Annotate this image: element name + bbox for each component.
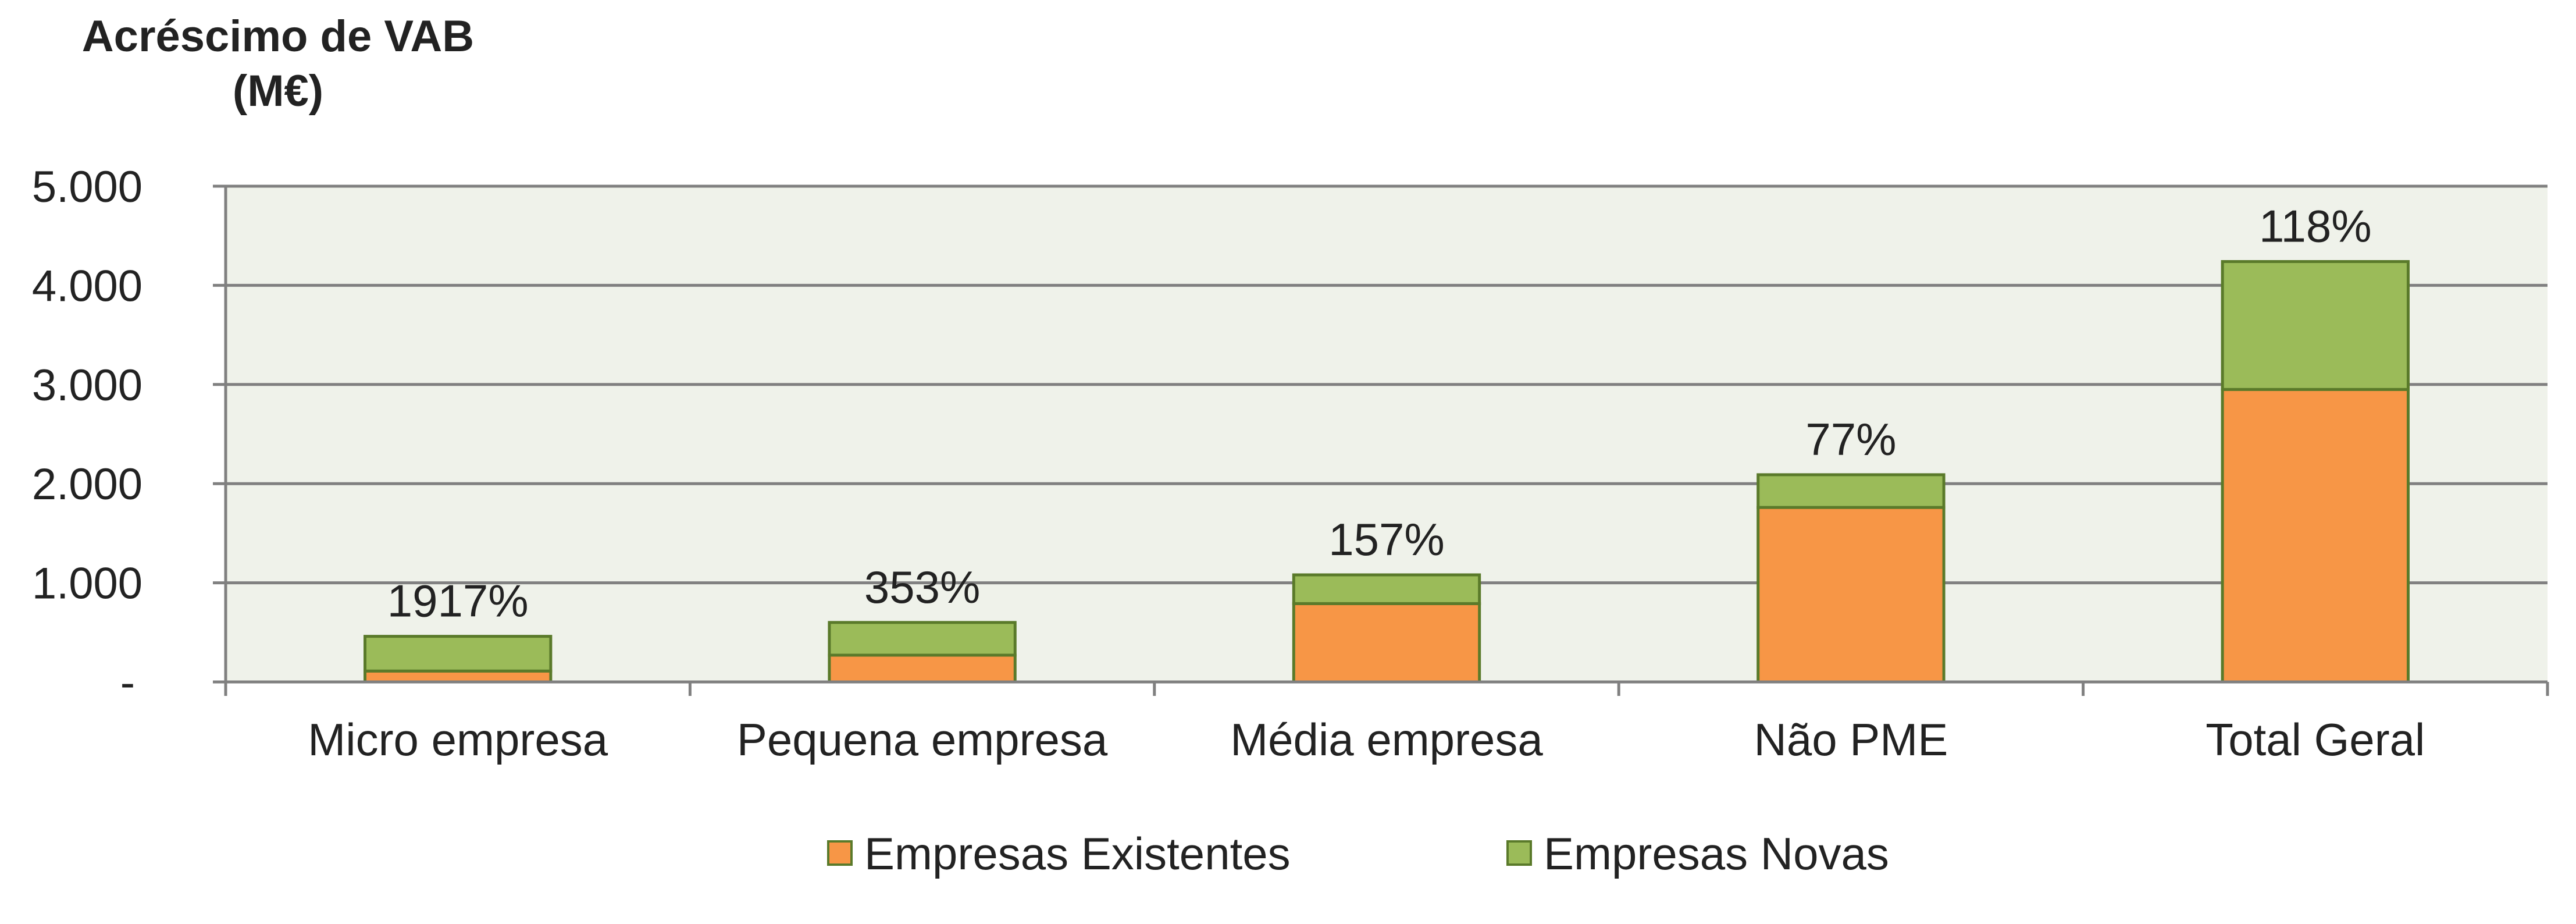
bar-segment-existentes xyxy=(364,669,553,684)
y-axis-title-line2: (M€) xyxy=(233,66,323,116)
bar-total-label: 1917% xyxy=(387,575,529,627)
y-tick-label: 4.000 xyxy=(32,261,142,311)
bar-segment-novas xyxy=(828,621,1017,657)
x-category-label: Micro empresa xyxy=(308,714,608,765)
bar-segment-existentes xyxy=(1292,602,1481,684)
x-category-label: Pequena empresa xyxy=(737,714,1108,765)
bars xyxy=(364,260,2410,684)
y-tick-label: 2.000 xyxy=(32,460,142,509)
bar-segment-novas xyxy=(364,635,553,673)
bar-total-label: 353% xyxy=(864,561,981,613)
legend-swatch xyxy=(827,840,853,866)
bar-segment-existentes xyxy=(1756,506,1946,684)
bar-total-label: 157% xyxy=(1328,514,1445,565)
y-tick-label: - xyxy=(120,658,135,708)
bar-segment-novas xyxy=(2221,260,2410,391)
x-category-label: Média empresa xyxy=(1230,714,1543,765)
bar-segment-novas xyxy=(1292,573,1481,605)
bar-total-label: 118% xyxy=(2259,201,2372,252)
legend: Empresas Existentes Empresas Novas xyxy=(827,828,1889,879)
bar-labels: 1917% 353% 157% 77% 118% xyxy=(387,201,2372,627)
x-category-label: Total Geral xyxy=(2206,714,2425,765)
y-tick-label: 3.000 xyxy=(32,361,142,410)
bar-segment-novas xyxy=(1756,473,1946,509)
y-tick-label: 5.000 xyxy=(32,162,142,212)
bar-segment-existentes xyxy=(828,653,1017,684)
legend-swatch xyxy=(1506,840,1532,866)
legend-label: Empresas Existentes xyxy=(864,828,1291,879)
y-axis-title-line1: Acréscimo de VAB xyxy=(82,12,474,61)
axes xyxy=(224,186,2549,696)
x-axis-categories: Micro empresa Pequena empresa Média empres… xyxy=(308,714,2425,765)
y-axis-ticks: - 1.000 2.000 3.000 4.000 5.000 xyxy=(32,162,226,708)
bar-total-label: 77% xyxy=(1805,414,1896,465)
gridlines xyxy=(226,184,2548,585)
bar-segment-existentes xyxy=(2221,388,2410,684)
x-category-label: Não PME xyxy=(1754,714,1948,765)
legend-label: Empresas Novas xyxy=(1544,828,1889,879)
y-tick-label: 1.000 xyxy=(32,559,142,609)
